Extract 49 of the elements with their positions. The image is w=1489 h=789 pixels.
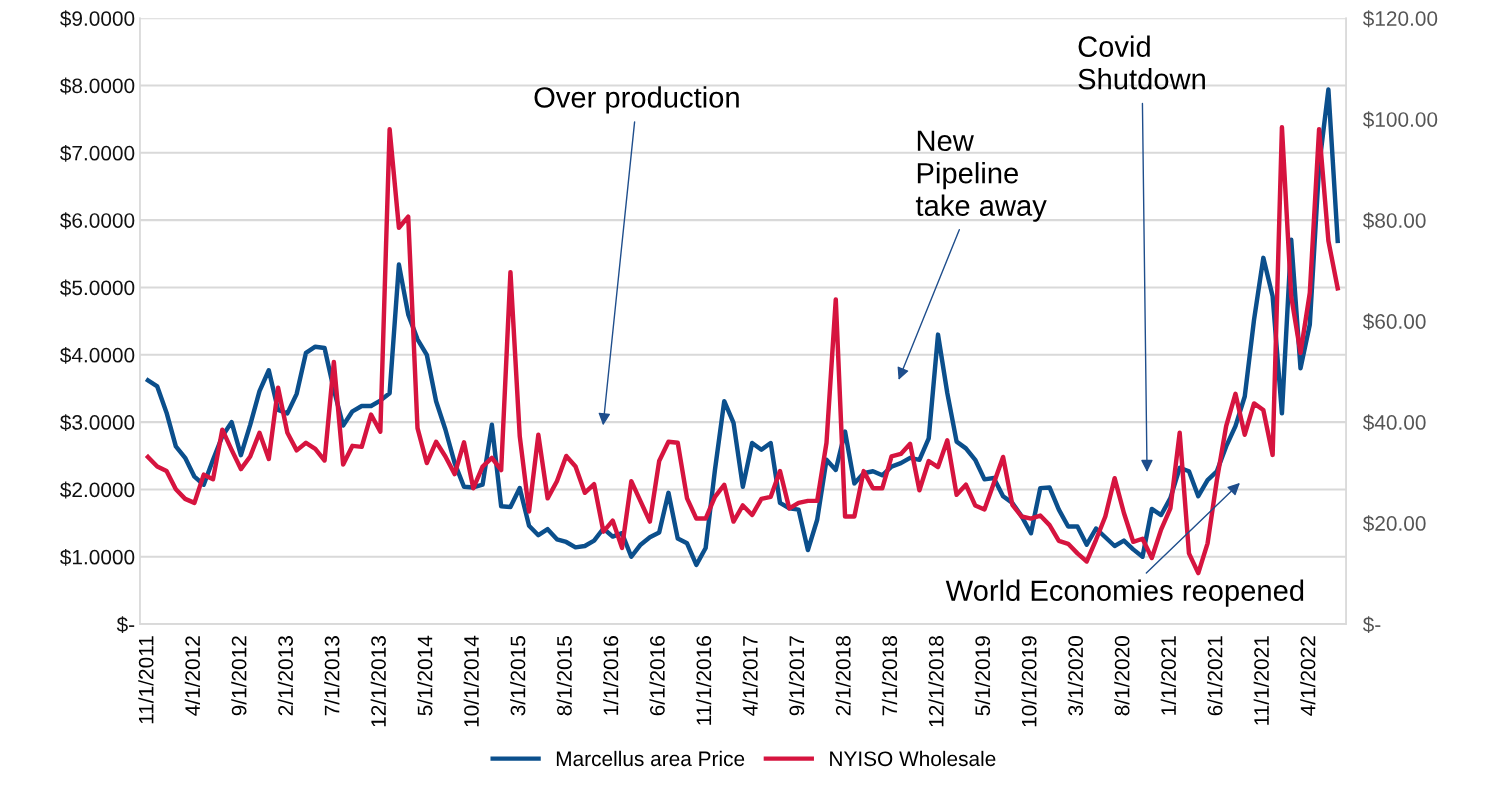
x-tick-label: 7/1/2018	[881, 636, 898, 716]
y-tick-label: $8.0000	[60, 77, 135, 95]
x-tick-label: 10/1/2019	[1021, 636, 1037, 727]
y-tick-label: $7.0000	[60, 144, 135, 162]
annotation: Covid Shutdown	[1078, 35, 1205, 90]
y2-tick-label: $-	[1362, 616, 1381, 634]
legend-label: Marcellus area Price	[556, 750, 745, 767]
x-tick-label: 5/1/2014	[417, 635, 433, 716]
y-tick-label: $4.0000	[60, 346, 135, 364]
x-tick-label: 9/1/2012	[231, 636, 247, 716]
x-tick-label: 4/1/2012	[184, 636, 201, 716]
x-tick-label: 8/1/2020	[1114, 636, 1130, 716]
x-tick-label: 11/1/2016	[695, 636, 712, 725]
x-tick-label: 1/1/2016	[602, 636, 619, 715]
x-tick-label: 6/1/2021	[1207, 636, 1223, 716]
y-tick-label: $-	[116, 616, 135, 634]
x-tick-label: 11/1/2021	[1253, 636, 1269, 725]
x-tick-label: 12/1/2013	[370, 636, 386, 727]
y-tick-label: $3.0000	[60, 414, 135, 432]
y-tick-label: $6.0000	[60, 212, 135, 230]
x-tick-label: 7/1/2013	[324, 636, 340, 716]
annotation: World Economies reopened	[945, 579, 1304, 607]
x-tick-label: 4/1/2022	[1300, 636, 1316, 716]
y2-tick-label: $80.00	[1362, 212, 1426, 230]
y2-tick-label: $120.00	[1362, 10, 1438, 28]
x-tick-label: 9/1/2017	[788, 636, 805, 716]
x-tick-label: 8/1/2015	[556, 636, 572, 716]
y-tick-label: $9.0000	[60, 10, 135, 28]
y-tick-label: $1.0000	[60, 548, 135, 566]
y-tick-label: $5.0000	[60, 279, 135, 297]
annotation: Over production	[534, 86, 739, 114]
y-tick-label: $2.0000	[60, 481, 135, 499]
x-tick-label: 3/1/2015	[510, 636, 526, 716]
legend-label: NYISO Wholesale	[830, 750, 996, 767]
y2-tick-label: $60.00	[1362, 313, 1426, 331]
x-tick-label: 6/1/2016	[649, 636, 665, 716]
x-tick-label: 3/1/2020	[1067, 636, 1084, 716]
y2-tick-label: $100.00	[1362, 111, 1438, 129]
x-tick-label: 12/1/2018	[928, 636, 944, 727]
y2-tick-label: $20.00	[1362, 515, 1426, 533]
x-tick-label: 4/1/2017	[742, 636, 758, 716]
annotation: New Pipeline take away	[915, 130, 1047, 222]
x-tick-label: 10/1/2014	[463, 635, 479, 727]
x-tick-label: 5/1/2019	[974, 636, 991, 716]
y2-tick-label: $40.00	[1362, 414, 1426, 432]
x-tick-label: 11/1/2011	[138, 636, 154, 724]
x-tick-label: 2/1/2013	[277, 636, 293, 716]
x-tick-label: 2/1/2018	[835, 636, 851, 716]
x-tick-label: 1/1/2021	[1160, 636, 1176, 715]
